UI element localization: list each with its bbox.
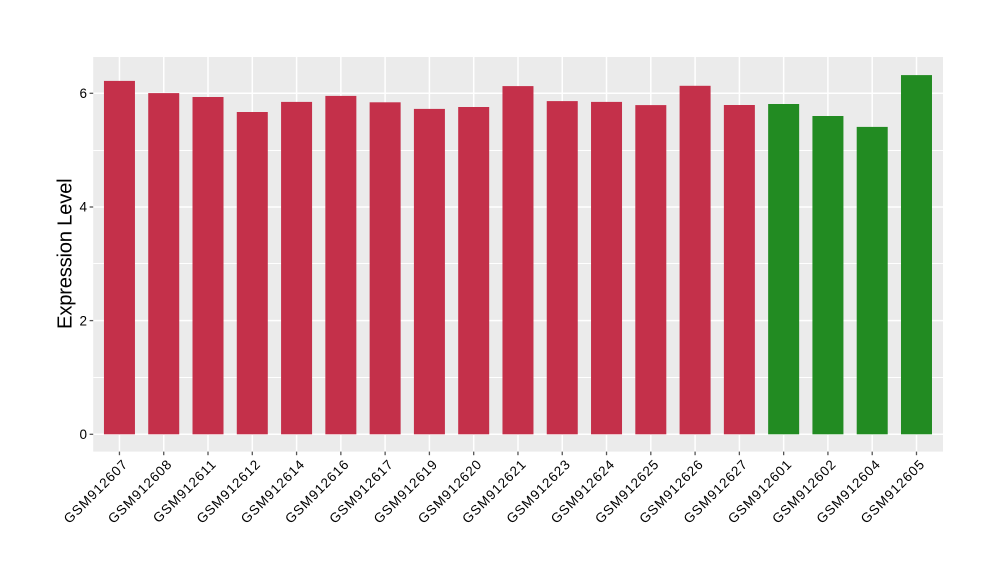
svg-text:0: 0: [79, 427, 87, 442]
svg-text:4: 4: [79, 200, 87, 215]
svg-text:6: 6: [79, 86, 87, 101]
svg-text:2: 2: [79, 313, 87, 328]
svg-text:Expression Level: Expression Level: [55, 179, 77, 329]
